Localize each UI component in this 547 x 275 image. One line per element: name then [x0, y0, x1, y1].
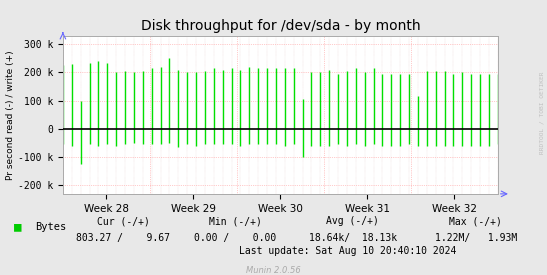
Title: Disk throughput for /dev/sda - by month: Disk throughput for /dev/sda - by month: [141, 19, 420, 33]
Text: ■: ■: [14, 220, 21, 233]
Text: 803.27 /    9.67: 803.27 / 9.67: [76, 233, 170, 243]
Text: RRDTOOL / TOBI OETIKER: RRDTOOL / TOBI OETIKER: [539, 72, 544, 154]
Text: Last update: Sat Aug 10 20:40:10 2024: Last update: Sat Aug 10 20:40:10 2024: [238, 246, 456, 256]
Text: 0.00 /    0.00: 0.00 / 0.00: [194, 233, 276, 243]
Text: Avg (-/+): Avg (-/+): [327, 216, 379, 226]
Text: Max (-/+): Max (-/+): [450, 216, 502, 226]
Y-axis label: Pr second read (-) / write (+): Pr second read (-) / write (+): [6, 50, 15, 180]
Text: Bytes: Bytes: [36, 222, 67, 232]
Text: 18.64k/  18.13k: 18.64k/ 18.13k: [309, 233, 397, 243]
Text: 1.22M/   1.93M: 1.22M/ 1.93M: [435, 233, 517, 243]
Text: Min (-/+): Min (-/+): [209, 216, 261, 226]
Text: Cur (-/+): Cur (-/+): [97, 216, 149, 226]
Text: Munin 2.0.56: Munin 2.0.56: [246, 266, 301, 275]
